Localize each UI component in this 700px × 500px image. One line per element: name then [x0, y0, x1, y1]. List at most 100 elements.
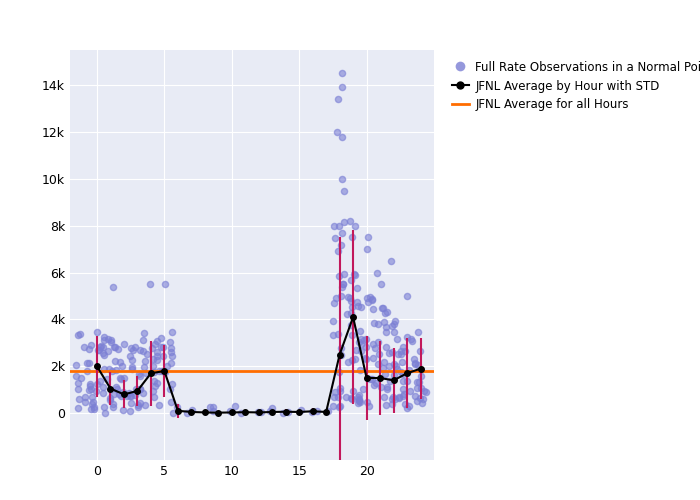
Full Rate Observations in a Normal Point — [415, 384, 426, 392]
Full Rate Observations in a Normal Point — [98, 388, 109, 396]
Full Rate Observations in a Normal Point — [151, 337, 162, 345]
Full Rate Observations in a Normal Point — [117, 388, 128, 396]
Full Rate Observations in a Normal Point — [134, 372, 146, 380]
Full Rate Observations in a Normal Point — [400, 400, 411, 408]
Full Rate Observations in a Normal Point — [334, 384, 345, 392]
Full Rate Observations in a Normal Point — [348, 387, 359, 395]
Full Rate Observations in a Normal Point — [368, 340, 379, 348]
Full Rate Observations in a Normal Point — [379, 310, 391, 318]
Full Rate Observations in a Normal Point — [328, 393, 339, 401]
Full Rate Observations in a Normal Point — [127, 346, 139, 354]
Full Rate Observations in a Normal Point — [328, 402, 339, 410]
Full Rate Observations in a Normal Point — [124, 392, 135, 400]
Full Rate Observations in a Normal Point — [81, 367, 92, 375]
Full Rate Observations in a Normal Point — [386, 395, 398, 403]
Full Rate Observations in a Normal Point — [99, 351, 110, 359]
Full Rate Observations in a Normal Point — [126, 356, 137, 364]
Full Rate Observations in a Normal Point — [109, 357, 120, 365]
Full Rate Observations in a Normal Point — [102, 334, 113, 342]
Full Rate Observations in a Normal Point — [123, 389, 134, 397]
Full Rate Observations in a Normal Point — [379, 358, 390, 366]
Full Rate Observations in a Normal Point — [204, 403, 216, 411]
Full Rate Observations in a Normal Point — [157, 366, 168, 374]
Full Rate Observations in a Normal Point — [345, 322, 356, 330]
Full Rate Observations in a Normal Point — [345, 309, 356, 317]
Full Rate Observations in a Normal Point — [370, 378, 381, 386]
Full Rate Observations in a Normal Point — [337, 280, 349, 288]
Full Rate Observations in a Normal Point — [345, 394, 356, 402]
Full Rate Observations in a Normal Point — [360, 354, 372, 362]
Full Rate Observations in a Normal Point — [333, 272, 344, 280]
Full Rate Observations in a Normal Point — [91, 380, 102, 388]
Full Rate Observations in a Normal Point — [111, 386, 122, 394]
Full Rate Observations in a Normal Point — [152, 356, 163, 364]
Full Rate Observations in a Normal Point — [349, 222, 360, 230]
Full Rate Observations in a Normal Point — [354, 366, 365, 374]
Full Rate Observations in a Normal Point — [267, 404, 278, 411]
Full Rate Observations in a Normal Point — [411, 378, 422, 386]
Full Rate Observations in a Normal Point — [404, 402, 415, 410]
Full Rate Observations in a Normal Point — [389, 370, 400, 378]
Full Rate Observations in a Normal Point — [389, 328, 400, 336]
Full Rate Observations in a Normal Point — [99, 408, 110, 416]
Full Rate Observations in a Normal Point — [377, 304, 388, 312]
Full Rate Observations in a Normal Point — [336, 240, 347, 248]
Full Rate Observations in a Normal Point — [88, 398, 99, 406]
Full Rate Observations in a Normal Point — [104, 396, 116, 404]
Full Rate Observations in a Normal Point — [382, 383, 393, 391]
Full Rate Observations in a Normal Point — [391, 365, 402, 373]
Full Rate Observations in a Normal Point — [395, 347, 407, 355]
Full Rate Observations in a Normal Point — [386, 400, 397, 408]
Full Rate Observations in a Normal Point — [362, 298, 373, 306]
Full Rate Observations in a Normal Point — [336, 132, 347, 140]
Full Rate Observations in a Normal Point — [365, 293, 376, 301]
Full Rate Observations in a Normal Point — [379, 318, 390, 326]
Full Rate Observations in a Normal Point — [398, 370, 409, 378]
Full Rate Observations in a Normal Point — [153, 401, 164, 409]
Full Rate Observations in a Normal Point — [356, 304, 367, 312]
Full Rate Observations in a Normal Point — [111, 366, 122, 374]
Full Rate Observations in a Normal Point — [373, 338, 384, 345]
Full Rate Observations in a Normal Point — [362, 398, 373, 406]
Full Rate Observations in a Normal Point — [335, 402, 346, 409]
Full Rate Observations in a Normal Point — [99, 333, 110, 341]
Full Rate Observations in a Normal Point — [339, 270, 350, 278]
Full Rate Observations in a Normal Point — [98, 364, 109, 372]
Full Rate Observations in a Normal Point — [78, 343, 90, 351]
Full Rate Observations in a Normal Point — [132, 401, 144, 409]
Full Rate Observations in a Normal Point — [171, 403, 182, 411]
Full Rate Observations in a Normal Point — [112, 346, 123, 354]
Full Rate Observations in a Normal Point — [140, 358, 151, 366]
Full Rate Observations in a Normal Point — [85, 406, 97, 413]
Full Rate Observations in a Normal Point — [80, 393, 91, 401]
Full Rate Observations in a Normal Point — [137, 348, 148, 356]
Full Rate Observations in a Normal Point — [334, 387, 345, 395]
Full Rate Observations in a Normal Point — [118, 340, 130, 348]
Full Rate Observations in a Normal Point — [336, 352, 347, 360]
Full Rate Observations in a Normal Point — [82, 359, 93, 367]
Full Rate Observations in a Normal Point — [83, 360, 94, 368]
Full Rate Observations in a Normal Point — [381, 343, 392, 351]
Full Rate Observations in a Normal Point — [146, 344, 158, 352]
Full Rate Observations in a Normal Point — [114, 390, 125, 398]
Full Rate Observations in a Normal Point — [73, 332, 84, 340]
Full Rate Observations in a Normal Point — [342, 358, 354, 366]
Full Rate Observations in a Normal Point — [283, 408, 294, 416]
JFNL Average for all Hours — [106, 368, 115, 374]
Full Rate Observations in a Normal Point — [361, 334, 372, 342]
Full Rate Observations in a Normal Point — [166, 344, 177, 351]
Full Rate Observations in a Normal Point — [167, 409, 178, 417]
Full Rate Observations in a Normal Point — [413, 378, 424, 386]
Full Rate Observations in a Normal Point — [139, 330, 150, 338]
Full Rate Observations in a Normal Point — [108, 343, 120, 351]
Full Rate Observations in a Normal Point — [124, 406, 135, 414]
Full Rate Observations in a Normal Point — [92, 328, 103, 336]
Full Rate Observations in a Normal Point — [401, 334, 412, 342]
Full Rate Observations in a Normal Point — [105, 336, 116, 344]
Full Rate Observations in a Normal Point — [376, 280, 387, 288]
Full Rate Observations in a Normal Point — [368, 319, 379, 327]
Full Rate Observations in a Normal Point — [147, 388, 158, 396]
Full Rate Observations in a Normal Point — [381, 308, 392, 316]
Full Rate Observations in a Normal Point — [403, 366, 414, 374]
Full Rate Observations in a Normal Point — [393, 394, 405, 402]
